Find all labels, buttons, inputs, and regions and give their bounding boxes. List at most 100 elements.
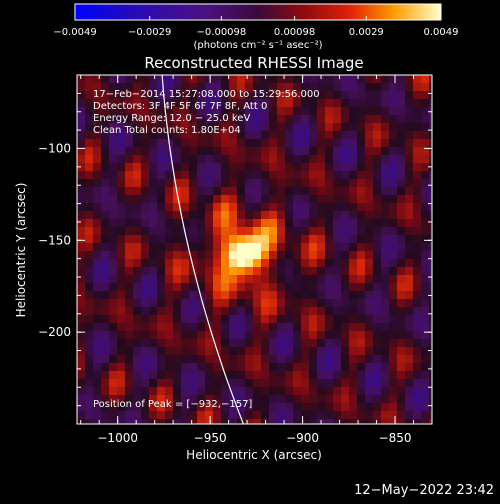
heatmap-cell	[117, 307, 125, 315]
heatmap-cell	[109, 291, 117, 299]
heatmap-cell	[381, 275, 389, 283]
colorbar-tick-label: −0.0029	[128, 27, 171, 38]
heatmap-cell	[429, 355, 432, 363]
heatmap-cell	[101, 339, 109, 347]
heatmap-cell	[173, 371, 181, 379]
heatmap-cell	[181, 331, 189, 339]
heatmap-cell	[365, 331, 373, 339]
heatmap-cell	[317, 339, 325, 347]
heatmap-cell	[253, 243, 261, 251]
heatmap-cell	[213, 83, 221, 91]
heatmap-cell	[149, 267, 157, 275]
heatmap-cell	[309, 179, 317, 187]
heatmap-cell	[341, 99, 349, 107]
heatmap-cell	[421, 195, 429, 203]
heatmap-cell	[157, 211, 165, 219]
heatmap-cell	[101, 355, 109, 363]
heatmap-cell	[301, 315, 309, 323]
heatmap-cell	[357, 259, 365, 267]
heatmap-cell	[381, 299, 389, 307]
x-tick-label: −900	[286, 431, 319, 445]
heatmap-cell	[397, 395, 405, 403]
heatmap-cell	[293, 99, 301, 107]
heatmap-cell	[333, 323, 341, 331]
heatmap-cell	[229, 75, 237, 83]
heatmap-cell	[397, 371, 405, 379]
heatmap-cell	[197, 171, 205, 179]
heatmap-cell	[237, 155, 245, 163]
heatmap-cell	[429, 275, 432, 283]
heatmap-cell	[141, 235, 149, 243]
heatmap-cell	[341, 235, 349, 243]
heatmap-cell	[221, 259, 229, 267]
heatmap-cell	[253, 315, 261, 323]
heatmap-cell	[261, 187, 269, 195]
heatmap-cell	[285, 107, 293, 115]
heatmap-cell	[117, 315, 125, 323]
heatmap-cell	[117, 115, 125, 123]
heatmap-cell	[349, 339, 357, 347]
heatmap-cell	[333, 267, 341, 275]
heatmap-cell	[261, 75, 269, 83]
heatmap-cell	[413, 387, 421, 395]
heatmap-cell	[221, 107, 229, 115]
heatmap-cell	[389, 83, 397, 91]
heatmap-cell	[357, 179, 365, 187]
heatmap-cell	[317, 251, 325, 259]
heatmap-cell	[165, 107, 173, 115]
heatmap-cell	[389, 91, 397, 99]
heatmap-cell	[205, 339, 213, 347]
heatmap-cell	[149, 283, 157, 291]
heatmap-cell	[149, 203, 157, 211]
heatmap-cell	[429, 363, 432, 371]
heatmap-cell	[365, 195, 373, 203]
heatmap-cell	[389, 195, 397, 203]
heatmap-cell	[389, 283, 397, 291]
heatmap-cell	[309, 227, 317, 235]
heatmap-cell	[429, 299, 432, 307]
heatmap-cell	[269, 339, 277, 347]
heatmap-cell	[125, 411, 133, 419]
axis-ticks: −1000 −950 −900 −850−200−150−100	[38, 74, 433, 445]
heatmap-cell	[245, 379, 253, 387]
heatmap-cell	[269, 411, 277, 419]
heatmap-cell	[325, 163, 333, 171]
heatmap-cell	[293, 331, 301, 339]
heatmap-cell	[117, 243, 125, 251]
heatmap-cell	[373, 315, 381, 323]
heatmap-cell	[341, 259, 349, 267]
heatmap-cell	[253, 179, 261, 187]
y-tick-label: −200	[38, 325, 71, 339]
heatmap-cell	[261, 99, 269, 107]
heatmap-cell	[381, 411, 389, 419]
heatmap-cell	[253, 211, 261, 219]
heatmap-cell	[77, 411, 85, 419]
heatmap-cell	[237, 99, 245, 107]
heatmap-cell	[365, 283, 373, 291]
heatmap-cell	[349, 307, 357, 315]
heatmap-cell	[301, 299, 309, 307]
heatmap-cell	[189, 179, 197, 187]
heatmap-cell	[165, 331, 173, 339]
heatmap-cell	[173, 267, 181, 275]
heatmap-cell	[261, 155, 269, 163]
heatmap-cell	[189, 355, 197, 363]
heatmap-cell	[133, 379, 141, 387]
heatmap-cell	[325, 387, 333, 395]
heatmap-cell	[277, 371, 285, 379]
heatmap-cell	[365, 235, 373, 243]
heatmap-cell	[205, 227, 213, 235]
heatmap-cell	[381, 227, 389, 235]
heatmap-cell	[373, 83, 381, 91]
x-axis-label: Heliocentric X (arcsec)	[186, 448, 322, 462]
heatmap-cell	[405, 107, 413, 115]
heatmap-cell	[229, 387, 237, 395]
heatmap-cell	[85, 243, 93, 251]
colorbar-units-label: (photons cm⁻² s⁻¹ asec⁻²)	[193, 40, 322, 51]
heatmap-cell	[277, 171, 285, 179]
heatmap-cell	[189, 91, 197, 99]
heatmap-cell	[381, 307, 389, 315]
heatmap-cell	[373, 235, 381, 243]
heatmap-cell	[85, 259, 93, 267]
heatmap-cell	[349, 403, 357, 411]
